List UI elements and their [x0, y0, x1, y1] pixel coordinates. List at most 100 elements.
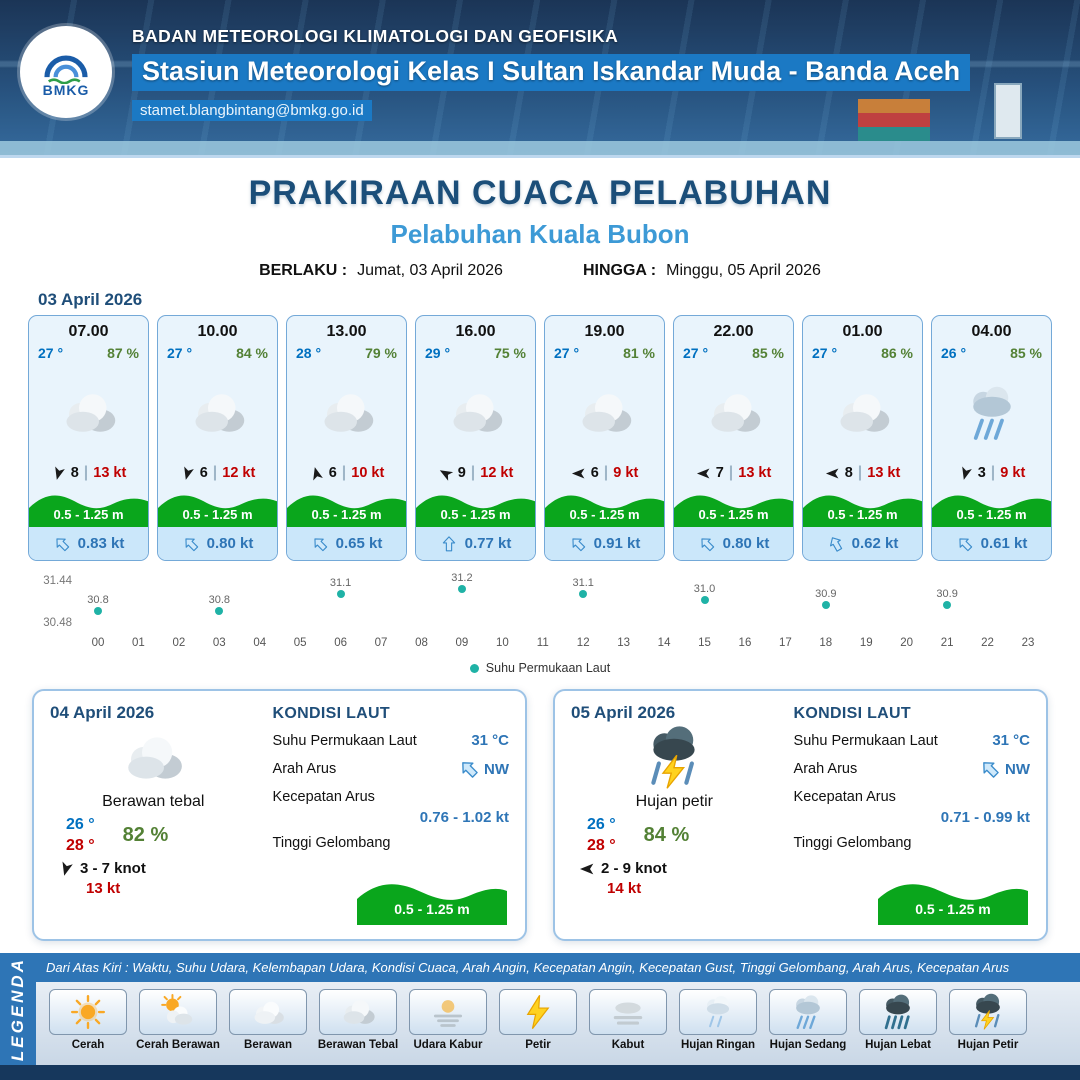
sst-axis-tick: 14	[657, 637, 671, 649]
current-direction-label: Arah Arus	[272, 761, 337, 777]
current-speed-value: 0.71 - 0.99 kt	[940, 809, 1030, 826]
sst-axis-tick: 19	[859, 637, 873, 649]
sst-axis-tick: 09	[455, 637, 469, 649]
temp-humidity-row: 27 ° 87 %	[29, 341, 148, 361]
forecast-time: 19.00	[584, 323, 625, 340]
wave-height-band: 0.5 - 1.25 m	[674, 487, 793, 527]
wave-shape	[674, 495, 793, 527]
humidity: 84 %	[236, 345, 268, 361]
wave-shape	[158, 495, 277, 527]
sst-chart-xaxis: 00 01 02 03 04 05 06 07 08 09 10 11 12 13 14 15 16 17 18 19…	[92, 637, 1035, 653]
bottom-bar	[0, 1065, 1080, 1080]
legend-icon-box	[49, 989, 127, 1035]
bmkg-logo-emblem	[44, 55, 88, 84]
current-band: 0.65 kt	[287, 527, 406, 560]
current-direction-icon	[565, 531, 590, 556]
wave-shape	[932, 495, 1051, 527]
sst-label: Suhu Permukaan Laut	[272, 732, 417, 749]
legend-icon-box	[949, 989, 1027, 1035]
weather-condition-icon	[826, 383, 900, 443]
wind-speed: 8	[70, 465, 79, 481]
legend-weather-icon	[519, 993, 557, 1031]
temperature: 27 °	[167, 345, 193, 361]
sst-point	[821, 601, 830, 610]
temperature: 28 °	[296, 345, 322, 361]
sst-point-label: 31.1	[329, 577, 352, 590]
forecast-card: 19.00 27 ° 81 % 6 | 9 kt 0.5 - 1.25 m 0.…	[544, 315, 665, 561]
legend-weather-icon	[429, 993, 467, 1031]
separator: |	[83, 464, 89, 481]
legend-weather-icon	[699, 993, 737, 1031]
legend-weather-icon	[159, 993, 197, 1031]
current-direction-icon	[307, 531, 332, 556]
weather-condition: Berawan tebal	[102, 793, 205, 810]
legend-weather-icon	[879, 993, 917, 1031]
legend-icon-box	[769, 989, 847, 1035]
humidity: 75 %	[494, 345, 526, 361]
current-direction-icon	[952, 531, 977, 556]
day-cards-row: 04 April 2026 Berawan tebal 26 ° 28 ° 82…	[32, 689, 1048, 941]
temp-humidity-row: 27 ° 86 %	[803, 341, 922, 361]
weather-condition-icon	[568, 383, 642, 443]
wave-height-value: 0.5 - 1.25 m	[956, 507, 1027, 522]
legend-item-label: Berawan	[244, 1039, 292, 1051]
berlaku-value: Jumat, 03 April 2026	[357, 262, 503, 279]
sst-point	[579, 590, 588, 599]
sst-axis-tick: 06	[334, 637, 347, 649]
temp-humidity-row: 27 ° 85 %	[674, 341, 793, 361]
gust-speed: 10 kt	[351, 465, 385, 481]
wind-speed: 6	[199, 465, 208, 481]
wave-height-badge: 0.5 - 1.25 m	[878, 873, 1028, 925]
humidity: 79 %	[365, 345, 397, 361]
wave-shape	[878, 884, 1028, 925]
temp-humidity-block: 26 ° 28 ° 82 %	[66, 816, 257, 855]
wave-height-band: 0.5 - 1.25 m	[287, 487, 406, 527]
sst-point-label: 30.8	[87, 593, 109, 606]
forecast-cards-row: 07.00 27 ° 87 % 8 | 13 kt 0.5 - 1.25 m 0…	[28, 315, 1052, 561]
wind-speed: 6	[328, 465, 337, 481]
wind-direction-icon	[56, 859, 76, 879]
temp-humidity-row: 27 ° 84 %	[158, 341, 277, 361]
separator: |	[857, 464, 863, 481]
sst-point-label: 31.1	[572, 577, 594, 590]
wind-direction-icon	[571, 466, 586, 481]
temperature: 29 °	[425, 345, 451, 361]
wave-shape	[29, 495, 148, 527]
current-speed-value: 0.76 - 1.02 kt	[419, 809, 509, 826]
wind-range: 2 - 9 knot	[601, 860, 667, 877]
legend-weather-icon	[969, 993, 1007, 1031]
humidity: 81 %	[623, 345, 655, 361]
sst-axis-tick: 05	[293, 637, 307, 649]
wind-speed: 3	[977, 465, 986, 481]
sea-conditions-title: KONDISI LAUT	[272, 705, 390, 722]
temp-humidity-row: 26 ° 85 %	[932, 341, 1051, 361]
sst-point	[336, 590, 345, 599]
wave-height-value: 0.5 - 1.25 m	[53, 507, 124, 522]
legend-icon-box	[319, 989, 397, 1035]
weather-condition-icon	[955, 383, 1029, 443]
day-card-weather: 04 April 2026 Berawan tebal 26 ° 28 ° 82…	[50, 703, 257, 927]
weather-icon	[932, 361, 1051, 464]
separator: |	[212, 464, 218, 481]
sst-axis-tick: 21	[940, 637, 954, 649]
sst-chart-body: 31.44 30.48 30.8 30.8 31.1 31.2 31.1 31.0 30.9…	[34, 572, 1046, 653]
current-speed: 0.80 kt	[722, 535, 770, 552]
sea-conditions: KONDISI LAUT Suhu Permukaan Laut 31 °C A…	[786, 703, 1030, 927]
separator: |	[990, 464, 996, 481]
wind-direction-icon	[579, 861, 595, 877]
temp-max: 28 °	[587, 837, 616, 854]
gust-speed: 12 kt	[222, 465, 256, 481]
legend-weather-icon	[69, 993, 107, 1031]
temperature: 27 °	[812, 345, 838, 361]
separator: |	[728, 464, 734, 481]
sst-axis-tick: 07	[374, 637, 388, 649]
sst-axis-tick: 03	[212, 637, 226, 649]
legend-item: Hujan Sedang	[766, 989, 850, 1051]
day-card-weather: 05 April 2026 Hujan petir 26 ° 28 ° 84 %…	[571, 703, 778, 927]
current-band: 0.83 kt	[29, 527, 148, 560]
hingga-value: Minggu, 05 April 2026	[666, 262, 821, 279]
sst-value: 31 °C	[471, 732, 509, 749]
current-direction-icon	[440, 535, 458, 553]
wind-speed: 8	[844, 465, 853, 481]
